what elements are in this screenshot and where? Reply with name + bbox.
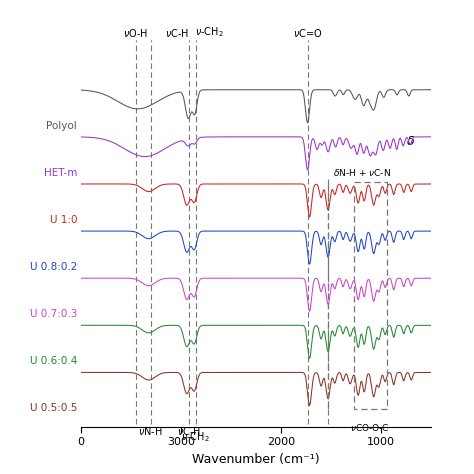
Text: $\nu$CO-O-C: $\nu$CO-O-C <box>350 422 390 433</box>
Text: U 0.8:0.2: U 0.8:0.2 <box>30 262 77 272</box>
Text: $\nu$C=O: $\nu$C=O <box>293 27 323 39</box>
X-axis label: Wavenumber (cm⁻¹): Wavenumber (cm⁻¹) <box>192 453 320 465</box>
Text: $\nu$N-H: $\nu$N-H <box>138 425 163 437</box>
Text: $\nu$-CH$_2$: $\nu$-CH$_2$ <box>181 430 210 444</box>
Text: $\delta$N-H + $\nu$C-N: $\delta$N-H + $\nu$C-N <box>333 167 391 178</box>
Text: $\nu$-CH$_2$: $\nu$-CH$_2$ <box>195 25 224 39</box>
Text: U 0.5:0.5: U 0.5:0.5 <box>30 403 77 413</box>
Text: Polyol: Polyol <box>46 121 77 131</box>
Text: HET-m: HET-m <box>44 168 77 178</box>
Text: U 0.7:0.3: U 0.7:0.3 <box>30 309 77 319</box>
Text: $\nu$C-H: $\nu$C-H <box>164 27 189 39</box>
Text: $\nu$C-H: $\nu$C-H <box>177 425 201 437</box>
Text: U 0.6:0.4: U 0.6:0.4 <box>30 356 77 366</box>
Text: $\delta$: $\delta$ <box>406 135 415 148</box>
Text: U 1:0: U 1:0 <box>50 215 77 225</box>
Text: $\nu$O-H: $\nu$O-H <box>123 27 148 39</box>
